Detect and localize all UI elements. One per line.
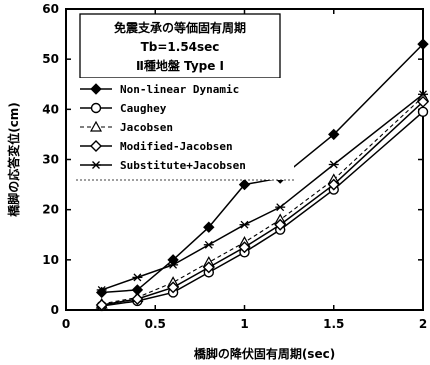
legend-marker-caughey — [90, 102, 102, 114]
y-tick-label: 30 — [42, 153, 59, 167]
series-line-modified-jacobsen — [101, 101, 424, 306]
series-line-substitute-jacobsen — [101, 93, 424, 291]
y-tick-label: 10 — [42, 253, 59, 267]
series-substitute-jacobsen — [96, 90, 428, 294]
data-point-substitute-jacobsen — [132, 273, 143, 282]
data-point-modified-jacobsen — [131, 292, 144, 305]
legend-item-jacobsen: Jacobsen — [80, 120, 173, 134]
legend-item-non-linear-dynamic: Non-linear Dynamic — [80, 83, 239, 96]
series-line-non-linear-dynamic — [101, 43, 424, 294]
y-tick-label: 50 — [42, 52, 59, 66]
data-point-substitute-jacobsen — [275, 203, 286, 212]
x-tick-label: 2 — [419, 317, 427, 331]
data-point-modified-jacobsen — [238, 241, 251, 254]
series-modified-jacobsen — [95, 95, 429, 311]
title-box — [79, 13, 281, 79]
series-non-linear-dynamic — [95, 38, 429, 299]
data-point-modified-jacobsen — [167, 281, 180, 294]
data-point-modified-jacobsen — [274, 218, 287, 231]
legend-marker-non-linear-dynamic — [90, 83, 102, 95]
data-point-modified-jacobsen — [95, 298, 108, 311]
data-point-substitute-jacobsen — [203, 240, 214, 249]
series-line-caughey — [101, 111, 424, 307]
y-tick-label: 40 — [42, 102, 59, 116]
x-tick-label: 1 — [240, 317, 248, 331]
legend-background — [76, 78, 294, 180]
series-line-jacobsen — [101, 96, 424, 305]
data-point-modified-jacobsen — [417, 95, 429, 108]
x-axis-title: 橋脚の降伏固有周期(sec) — [194, 346, 335, 361]
data-point-substitute-jacobsen — [168, 260, 179, 269]
y-axis-title: 橋脚の応答変位(cm) — [6, 102, 21, 217]
data-point-caughey — [417, 106, 429, 118]
data-point-non-linear-dynamic — [238, 178, 251, 191]
chart-title-line: 免震支承の等価固有周期 — [114, 20, 246, 35]
y-tick-label: 60 — [42, 2, 59, 16]
legend-marker-modified-jacobsen — [90, 140, 102, 152]
data-point-non-linear-dynamic — [417, 38, 429, 50]
legend-item-modified-jacobsen: Modified-Jacobsen — [80, 140, 233, 153]
data-point-substitute-jacobsen — [418, 90, 428, 99]
legend-label-caughey: Caughey — [120, 102, 167, 115]
y-tick-label: 20 — [42, 203, 59, 217]
legend-item-substitute-jacobsen: Substitute+Jacobsen — [80, 159, 246, 172]
legend-item-caughey: Caughey — [80, 102, 167, 115]
data-point-substitute-jacobsen — [328, 160, 339, 169]
legend-label-modified-jacobsen: Modified-Jacobsen — [120, 140, 233, 153]
data-point-substitute-jacobsen — [96, 285, 107, 294]
data-point-modified-jacobsen — [327, 178, 340, 191]
data-point-non-linear-dynamic — [203, 221, 215, 233]
legend-label-jacobsen: Jacobsen — [120, 121, 173, 134]
y-tick-label: 0 — [51, 303, 59, 317]
legend-marker-substitute-jacobsen — [91, 161, 101, 169]
legend-marker-jacobsen — [89, 120, 103, 132]
legend-label-substitute-jacobsen: Substitute+Jacobsen — [120, 159, 246, 172]
data-point-modified-jacobsen — [202, 261, 215, 274]
x-tick-label: 0.5 — [145, 317, 166, 331]
chart-title-line: Tb=1.54sec — [141, 40, 220, 54]
data-point-substitute-jacobsen — [239, 220, 250, 229]
data-point-non-linear-dynamic — [328, 128, 340, 141]
legend-label-non-linear-dynamic: Non-linear Dynamic — [120, 83, 239, 96]
chart-title-line: Ⅱ種地盤 Type Ⅰ — [136, 58, 224, 73]
x-tick-label: 0 — [62, 317, 70, 331]
x-tick-label: 1.5 — [323, 317, 344, 331]
